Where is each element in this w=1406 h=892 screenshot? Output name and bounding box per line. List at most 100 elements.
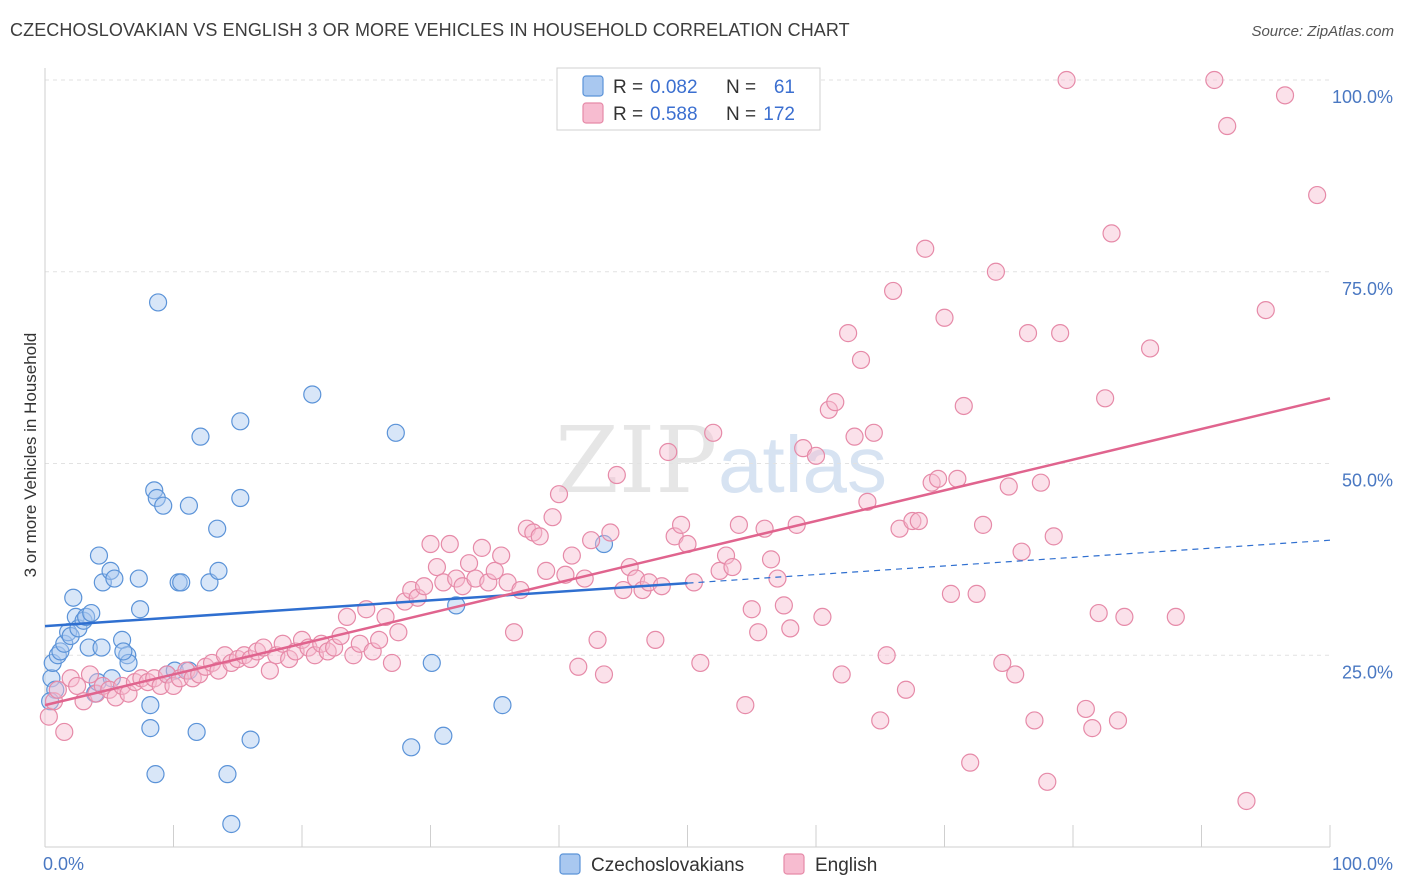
source-label: Source: ZipAtlas.com: [1251, 23, 1394, 40]
english-point: [614, 580, 633, 600]
english-point: [1237, 791, 1256, 811]
czechoslovakians-point: [154, 496, 173, 515]
english-point: [903, 511, 922, 531]
czechoslovakians-point: [105, 569, 124, 588]
english-point: [80, 665, 100, 684]
english-point: [1166, 607, 1185, 627]
czechoslovakians-trend-line: [44, 581, 688, 628]
english-point: [1102, 224, 1121, 243]
english-point: [1083, 719, 1102, 738]
czechoslovakians-point: [148, 293, 168, 312]
english-point: [813, 607, 832, 627]
czechoslovakians-point: [209, 561, 228, 580]
czechoslovakians-point: [187, 722, 206, 742]
y-tick-label: 75.0%: [1342, 279, 1393, 299]
english-point: [646, 630, 665, 650]
english-point: [1038, 772, 1057, 791]
english-point: [459, 554, 479, 573]
english-point: [1018, 324, 1038, 343]
english-point: [691, 653, 710, 673]
english-point: [68, 676, 87, 696]
english-point: [376, 607, 395, 627]
y-tick-label: 50.0%: [1342, 471, 1393, 491]
x-tick-label: 100.0%: [1332, 854, 1393, 874]
bottom-legend-swatch-czechoslovakians: [559, 853, 581, 875]
english-point: [1089, 603, 1108, 623]
english-point: [851, 350, 871, 370]
czechoslovakians-point: [64, 588, 83, 607]
english-point: [48, 680, 67, 699]
english-point: [832, 665, 851, 684]
english-point: [504, 623, 524, 642]
english-point: [826, 393, 845, 412]
english-point: [370, 630, 389, 650]
english-point: [1256, 301, 1275, 320]
english-point: [986, 262, 1006, 281]
czechoslovakians-point: [191, 427, 210, 446]
english-point: [704, 423, 723, 442]
czechoslovakians-point: [130, 600, 150, 619]
english-point: [871, 711, 890, 730]
english-point: [999, 477, 1018, 496]
trend-lines: [44, 397, 1331, 707]
english-point: [537, 561, 556, 580]
czechoslovakians-point: [141, 696, 160, 715]
czechoslovakians-point: [114, 642, 133, 661]
english-point: [967, 584, 986, 603]
english-point: [325, 638, 344, 657]
english-point: [723, 557, 742, 577]
english-point: [440, 534, 459, 554]
english-point: [363, 642, 382, 661]
english-point: [749, 623, 768, 642]
english-point: [896, 680, 916, 699]
bottom-legend-swatch-english: [783, 853, 805, 875]
english-point: [594, 665, 614, 684]
legend-r-value-english: 0.588: [650, 104, 698, 125]
bottom-legend-label-czechoslovakians: Czechoslovakians: [591, 855, 744, 876]
english-point: [1096, 389, 1115, 408]
english-point: [337, 607, 357, 627]
english-point: [993, 653, 1012, 673]
english-point: [582, 531, 601, 550]
series-english-points: [39, 70, 1327, 811]
czechoslovakians-point: [386, 423, 405, 442]
english-point: [858, 492, 877, 511]
czechoslovakians-point: [92, 638, 111, 657]
english-point: [768, 569, 787, 588]
czechoslovakians-point: [119, 653, 138, 673]
english-point: [1031, 473, 1050, 492]
english-point: [1012, 542, 1031, 561]
english-trend-line: [44, 397, 1331, 707]
czechoslovakians-point: [231, 412, 250, 431]
czechoslovakians-point: [82, 603, 101, 623]
english-point: [761, 550, 781, 569]
y-tick-label: 25.0%: [1342, 662, 1393, 682]
y-axis-label: 3 or more Vehicles in Household: [21, 333, 40, 578]
series-czechoslovakians-points: [41, 293, 614, 834]
english-point: [909, 511, 928, 531]
english-point: [941, 584, 961, 603]
english-point: [588, 630, 607, 650]
english-point: [382, 653, 402, 673]
czechoslovakians-point: [141, 719, 160, 738]
czechoslovakians-point: [79, 638, 98, 657]
english-point: [421, 534, 440, 554]
english-point: [344, 646, 363, 665]
english-point: [961, 753, 980, 772]
english-point: [781, 619, 800, 638]
y-tick-label: 100.0%: [1332, 87, 1393, 107]
legend-swatch-english: [582, 102, 604, 124]
czechoslovakians-point: [241, 730, 260, 749]
czechoslovakians-point: [42, 669, 61, 688]
english-point: [562, 546, 581, 565]
english-point: [55, 722, 74, 742]
legend-n-label: N =: [726, 77, 756, 98]
english-point: [671, 515, 691, 534]
english-point: [427, 557, 447, 577]
czechoslovakians-point: [218, 765, 237, 784]
english-point: [530, 527, 549, 546]
czechoslovakians-point: [493, 696, 512, 715]
stats-legend: R = 0.082 N = 61 R = 0.588 N = 172: [556, 67, 821, 131]
english-point: [1044, 527, 1063, 546]
